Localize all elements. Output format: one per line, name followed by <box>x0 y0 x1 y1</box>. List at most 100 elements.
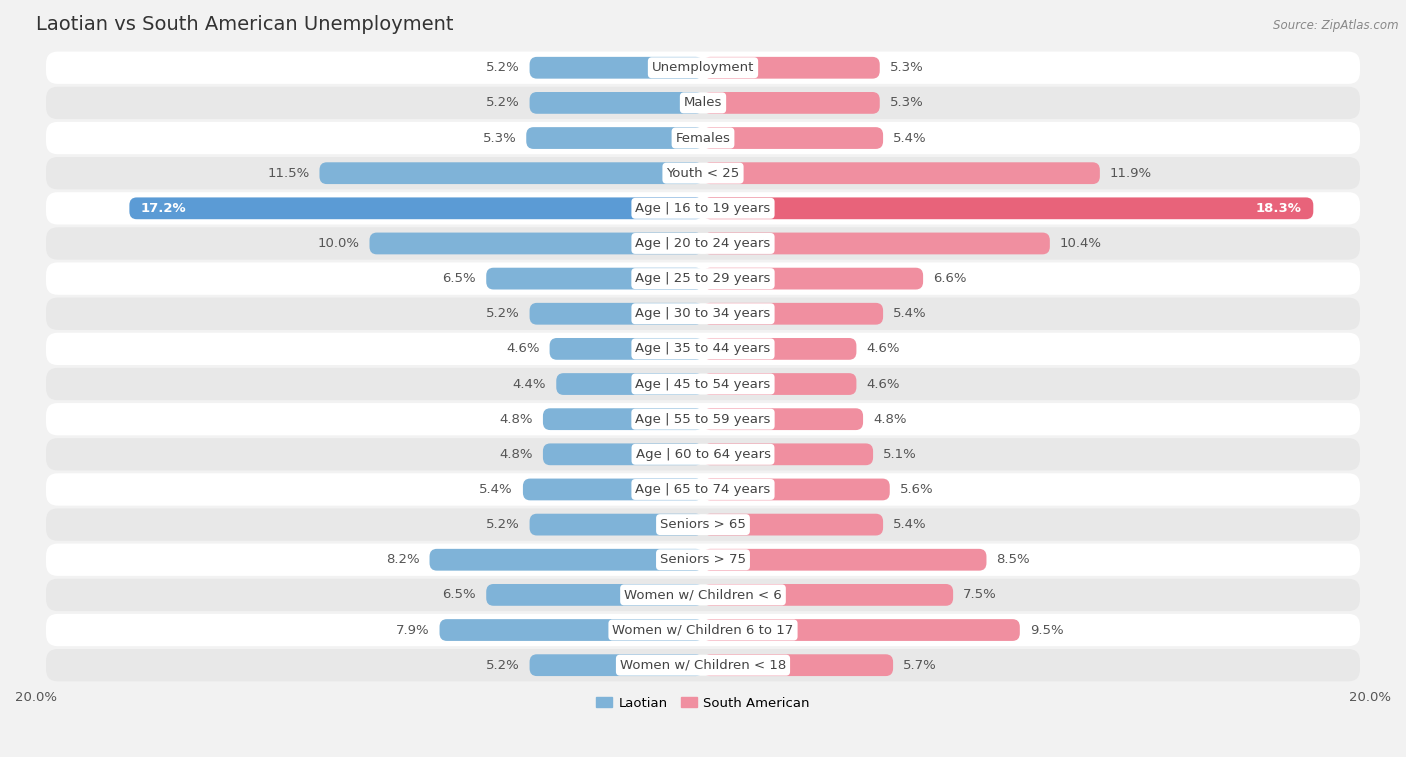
Text: 5.6%: 5.6% <box>900 483 934 496</box>
FancyBboxPatch shape <box>530 92 703 114</box>
Text: 5.1%: 5.1% <box>883 448 917 461</box>
FancyBboxPatch shape <box>703 478 890 500</box>
Text: Unemployment: Unemployment <box>652 61 754 74</box>
FancyBboxPatch shape <box>129 198 703 220</box>
Text: 5.4%: 5.4% <box>893 518 927 531</box>
FancyBboxPatch shape <box>703 232 1050 254</box>
FancyBboxPatch shape <box>703 338 856 360</box>
FancyBboxPatch shape <box>46 87 1360 119</box>
Text: 6.5%: 6.5% <box>443 272 477 285</box>
FancyBboxPatch shape <box>703 584 953 606</box>
FancyBboxPatch shape <box>543 444 703 466</box>
Text: Laotian vs South American Unemployment: Laotian vs South American Unemployment <box>37 15 454 34</box>
Text: 4.6%: 4.6% <box>506 342 540 355</box>
Text: 4.6%: 4.6% <box>866 342 900 355</box>
Text: 7.9%: 7.9% <box>396 624 429 637</box>
FancyBboxPatch shape <box>46 192 1360 225</box>
Text: Women w/ Children < 6: Women w/ Children < 6 <box>624 588 782 601</box>
FancyBboxPatch shape <box>703 444 873 466</box>
FancyBboxPatch shape <box>703 654 893 676</box>
FancyBboxPatch shape <box>46 157 1360 189</box>
Text: Age | 35 to 44 years: Age | 35 to 44 years <box>636 342 770 355</box>
Text: 8.2%: 8.2% <box>385 553 419 566</box>
Text: 5.4%: 5.4% <box>893 307 927 320</box>
FancyBboxPatch shape <box>703 162 1099 184</box>
Text: Females: Females <box>675 132 731 145</box>
FancyBboxPatch shape <box>543 408 703 430</box>
FancyBboxPatch shape <box>46 368 1360 400</box>
Text: 5.4%: 5.4% <box>479 483 513 496</box>
FancyBboxPatch shape <box>703 514 883 535</box>
Text: 4.8%: 4.8% <box>499 413 533 425</box>
Text: 4.8%: 4.8% <box>499 448 533 461</box>
Text: Age | 60 to 64 years: Age | 60 to 64 years <box>636 448 770 461</box>
FancyBboxPatch shape <box>486 584 703 606</box>
Text: Age | 55 to 59 years: Age | 55 to 59 years <box>636 413 770 425</box>
Text: 5.3%: 5.3% <box>890 61 924 74</box>
FancyBboxPatch shape <box>46 122 1360 154</box>
FancyBboxPatch shape <box>46 578 1360 611</box>
Legend: Laotian, South American: Laotian, South American <box>591 691 815 715</box>
FancyBboxPatch shape <box>530 303 703 325</box>
FancyBboxPatch shape <box>46 403 1360 435</box>
FancyBboxPatch shape <box>530 57 703 79</box>
Text: Age | 16 to 19 years: Age | 16 to 19 years <box>636 202 770 215</box>
FancyBboxPatch shape <box>530 654 703 676</box>
Text: Seniors > 65: Seniors > 65 <box>659 518 747 531</box>
FancyBboxPatch shape <box>703 549 987 571</box>
FancyBboxPatch shape <box>46 614 1360 646</box>
FancyBboxPatch shape <box>703 127 883 149</box>
Text: 11.9%: 11.9% <box>1109 167 1152 179</box>
FancyBboxPatch shape <box>46 509 1360 540</box>
FancyBboxPatch shape <box>703 268 924 289</box>
Text: Women w/ Children < 18: Women w/ Children < 18 <box>620 659 786 671</box>
Text: 5.4%: 5.4% <box>893 132 927 145</box>
Text: 10.0%: 10.0% <box>318 237 360 250</box>
Text: Youth < 25: Youth < 25 <box>666 167 740 179</box>
FancyBboxPatch shape <box>550 338 703 360</box>
FancyBboxPatch shape <box>319 162 703 184</box>
FancyBboxPatch shape <box>46 227 1360 260</box>
Text: 5.2%: 5.2% <box>486 96 520 110</box>
Text: 6.5%: 6.5% <box>443 588 477 601</box>
FancyBboxPatch shape <box>46 544 1360 576</box>
FancyBboxPatch shape <box>46 298 1360 330</box>
Text: 7.5%: 7.5% <box>963 588 997 601</box>
Text: 5.7%: 5.7% <box>903 659 936 671</box>
FancyBboxPatch shape <box>530 514 703 535</box>
Text: 5.2%: 5.2% <box>486 61 520 74</box>
FancyBboxPatch shape <box>46 263 1360 294</box>
FancyBboxPatch shape <box>526 127 703 149</box>
Text: 11.5%: 11.5% <box>267 167 309 179</box>
Text: Age | 45 to 54 years: Age | 45 to 54 years <box>636 378 770 391</box>
FancyBboxPatch shape <box>440 619 703 641</box>
Text: Age | 20 to 24 years: Age | 20 to 24 years <box>636 237 770 250</box>
Text: Source: ZipAtlas.com: Source: ZipAtlas.com <box>1274 19 1399 32</box>
Text: 18.3%: 18.3% <box>1256 202 1302 215</box>
Text: 5.3%: 5.3% <box>482 132 516 145</box>
FancyBboxPatch shape <box>703 619 1019 641</box>
FancyBboxPatch shape <box>703 57 880 79</box>
Text: 5.2%: 5.2% <box>486 518 520 531</box>
Text: 4.4%: 4.4% <box>513 378 547 391</box>
FancyBboxPatch shape <box>703 303 883 325</box>
FancyBboxPatch shape <box>703 198 1313 220</box>
Text: 4.8%: 4.8% <box>873 413 907 425</box>
FancyBboxPatch shape <box>46 51 1360 84</box>
FancyBboxPatch shape <box>46 438 1360 471</box>
FancyBboxPatch shape <box>429 549 703 571</box>
FancyBboxPatch shape <box>523 478 703 500</box>
FancyBboxPatch shape <box>46 333 1360 365</box>
Text: Seniors > 75: Seniors > 75 <box>659 553 747 566</box>
Text: 10.4%: 10.4% <box>1060 237 1102 250</box>
Text: Age | 30 to 34 years: Age | 30 to 34 years <box>636 307 770 320</box>
FancyBboxPatch shape <box>46 473 1360 506</box>
Text: 5.2%: 5.2% <box>486 307 520 320</box>
Text: 8.5%: 8.5% <box>997 553 1031 566</box>
FancyBboxPatch shape <box>46 649 1360 681</box>
Text: 17.2%: 17.2% <box>141 202 187 215</box>
FancyBboxPatch shape <box>486 268 703 289</box>
Text: 6.6%: 6.6% <box>934 272 966 285</box>
FancyBboxPatch shape <box>370 232 703 254</box>
FancyBboxPatch shape <box>703 373 856 395</box>
